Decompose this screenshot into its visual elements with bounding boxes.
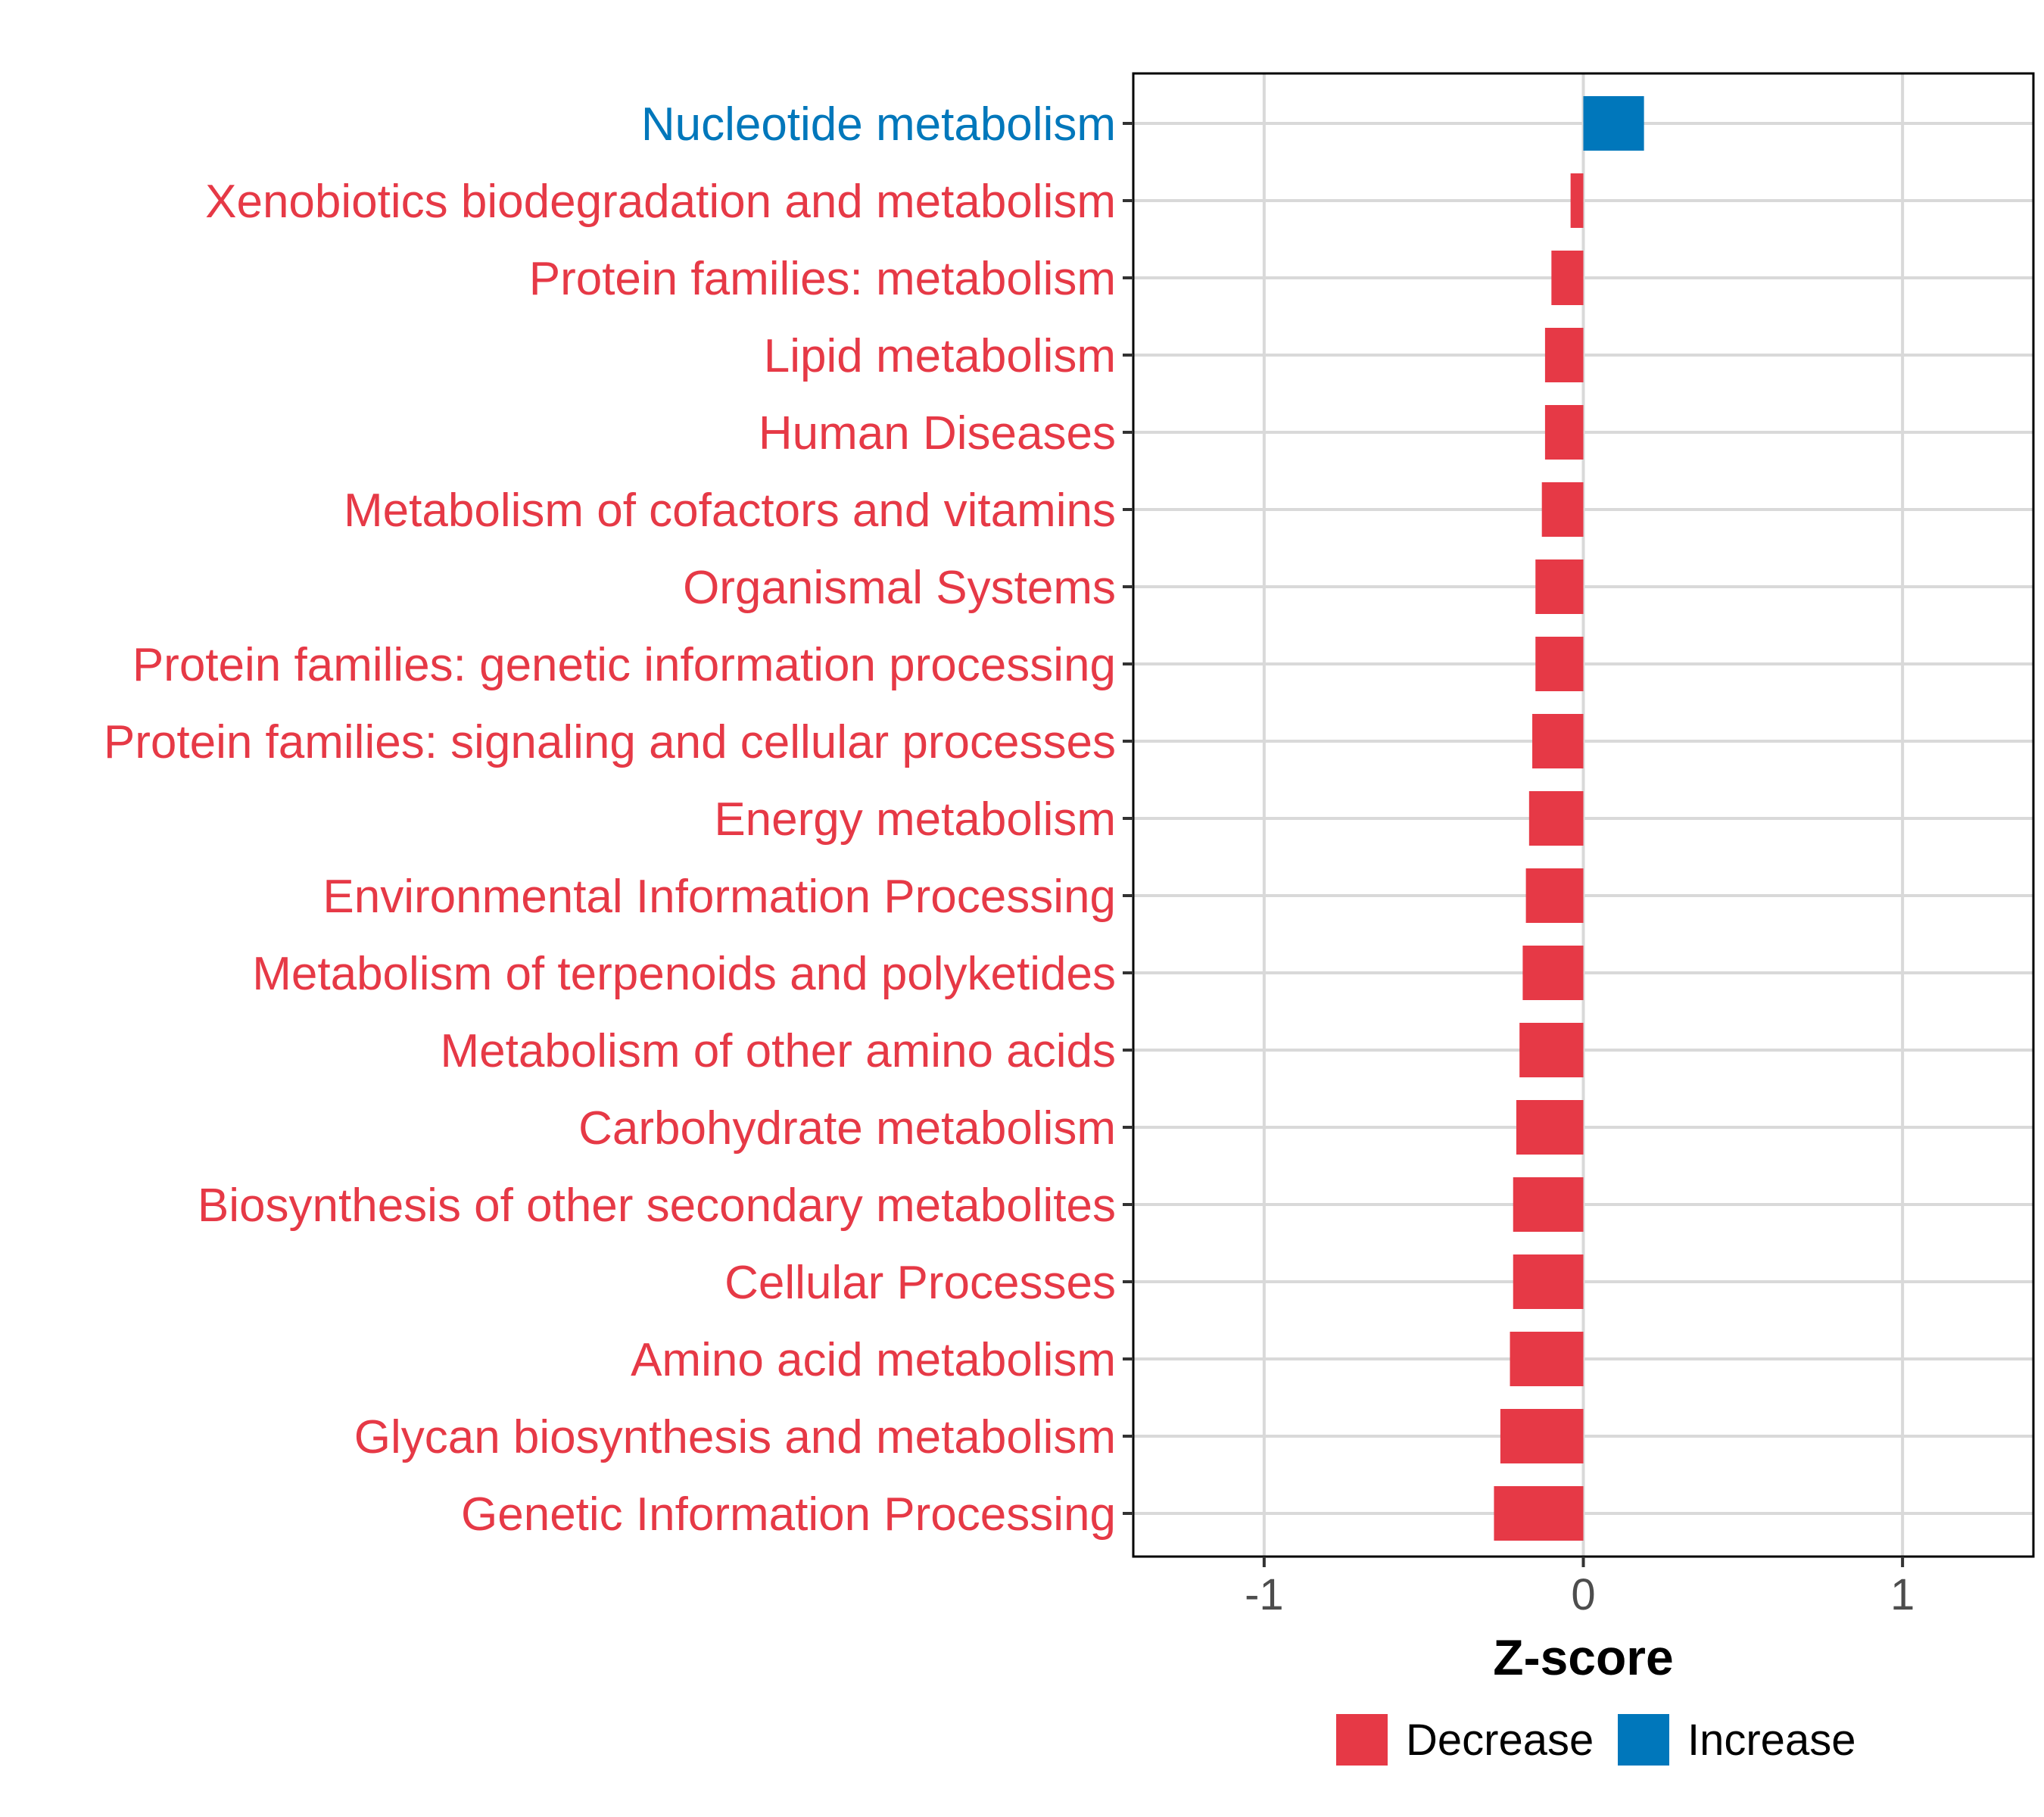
y-tick-label: Protein families: metabolism [529, 253, 1116, 305]
y-tick-label: Cellular Processes [724, 1257, 1116, 1309]
y-tick-label: Carbohydrate metabolism [578, 1102, 1116, 1155]
bar-biosynthesis-of-other-secondary-metabolites [1513, 1177, 1584, 1232]
y-tick-label: Protein families: genetic information pr… [132, 639, 1116, 691]
y-tick-label: Organismal Systems [683, 562, 1116, 614]
y-tick-label: Human Diseases [759, 407, 1116, 460]
y-tick-label: Environmental Information Processing [322, 871, 1116, 923]
y-tick-label: Nucleotide metabolism [641, 98, 1116, 151]
x-axis: -1 0 1 [1245, 1557, 1915, 1619]
x-tick-label: -1 [1245, 1570, 1284, 1619]
bar-organismal-systems [1535, 559, 1584, 614]
legend-label-increase: Increase [1687, 1716, 1855, 1765]
bar-protein-families-genetic-information-processing [1535, 637, 1584, 691]
y-tick-label: Xenobiotics biodegradation and metabolis… [205, 176, 1116, 228]
y-tick-label: Genetic Information Processing [461, 1488, 1116, 1541]
legend-swatch-increase [1618, 1714, 1669, 1766]
y-tick-label: Energy metabolism [714, 793, 1116, 846]
y-tick-label: Protein families: signaling and cellular… [104, 716, 1116, 768]
bar-cellular-processes [1513, 1254, 1584, 1309]
bar-protein-families-metabolism [1551, 251, 1584, 305]
x-axis-title: Z-score [1493, 1629, 1673, 1685]
legend-label-decrease: Decrease [1406, 1716, 1594, 1765]
y-tick-label: Metabolism of cofactors and vitamins [344, 485, 1116, 537]
bars [1494, 96, 1644, 1541]
y-tick-label: Amino acid metabolism [631, 1334, 1116, 1386]
bar-metabolism-of-terpenoids-and-polyketides [1522, 946, 1584, 1000]
bar-carbohydrate-metabolism [1516, 1100, 1584, 1155]
y-tick-label: Biosynthesis of other secondary metaboli… [198, 1180, 1116, 1232]
bar-lipid-metabolism [1544, 328, 1584, 382]
bar-amino-acid-metabolism [1510, 1332, 1584, 1386]
x-tick-label: 1 [1890, 1570, 1915, 1619]
bar-environmental-information-processing [1525, 868, 1584, 923]
y-axis: Nucleotide metabolism Xenobiotics biodegr… [104, 98, 1133, 1541]
bar-energy-metabolism [1528, 791, 1584, 846]
legend: Decrease Increase [1336, 1714, 1855, 1766]
y-tick-label: Lipid metabolism [764, 330, 1116, 382]
bar-genetic-information-processing [1494, 1486, 1584, 1541]
bar-metabolism-of-other-amino-acids [1519, 1023, 1584, 1077]
bar-glycan-biosynthesis-and-metabolism [1500, 1409, 1584, 1463]
bar-xenobiotics-biodegradation-and-metabolism [1570, 173, 1584, 228]
legend-swatch-decrease [1336, 1714, 1388, 1766]
y-tick-label: Glycan biosynthesis and metabolism [354, 1411, 1116, 1463]
y-tick-label: Metabolism of terpenoids and polyketides [252, 948, 1116, 1000]
bar-protein-families-signaling-and-cellular-processes [1532, 714, 1584, 768]
x-tick-label: 0 [1571, 1570, 1595, 1619]
bar-human-diseases [1544, 405, 1584, 460]
y-tick-label: Metabolism of other amino acids [440, 1025, 1116, 1077]
bar-metabolism-of-cofactors-and-vitamins [1541, 482, 1584, 537]
bar-nucleotide-metabolism [1583, 96, 1644, 151]
